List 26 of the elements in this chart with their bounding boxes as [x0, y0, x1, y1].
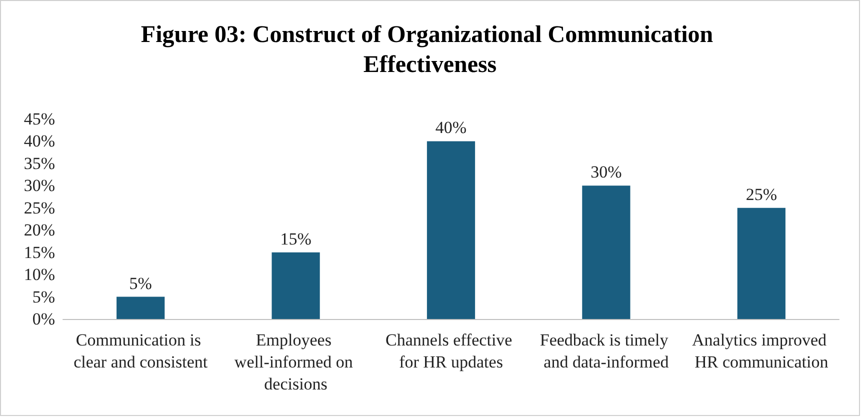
bar [426, 141, 476, 319]
chart-title: Figure 03: Construct of Organizational Communication Effectiveness [140, 22, 720, 78]
y-tick-label: 0% [32, 310, 55, 328]
y-tick-label: 5% [32, 287, 55, 306]
data-label: 15% [280, 229, 312, 248]
y-tick-label: 15% [24, 242, 55, 262]
data-label: 40% [435, 118, 467, 138]
bar [737, 208, 786, 319]
x-tick-label: Employees well-informed on decisions [234, 330, 358, 394]
data-label: 5% [129, 274, 152, 293]
y-tick-label: 25% [24, 198, 55, 218]
y-tick-label: 30% [24, 176, 55, 196]
data-label: 30% [590, 162, 622, 182]
data-label: 25% [746, 184, 777, 204]
x-tick-label: Feedback is timely and data-informed [540, 330, 673, 372]
y-tick-label: 10% [24, 265, 55, 284]
x-tick-label: Channels effective for HR updates [386, 330, 516, 372]
x-tick-label: Communication is clear and consistent [74, 330, 208, 372]
bar [582, 186, 630, 319]
y-tick-label: 35% [24, 154, 55, 173]
y-tick-label: 20% [24, 220, 55, 240]
bar [272, 252, 320, 319]
bar [116, 296, 165, 319]
y-tick-label: 45% [24, 110, 55, 128]
y-tick-label: 40% [24, 132, 55, 151]
x-tick-label: Analytics improved HR communication [692, 330, 831, 372]
